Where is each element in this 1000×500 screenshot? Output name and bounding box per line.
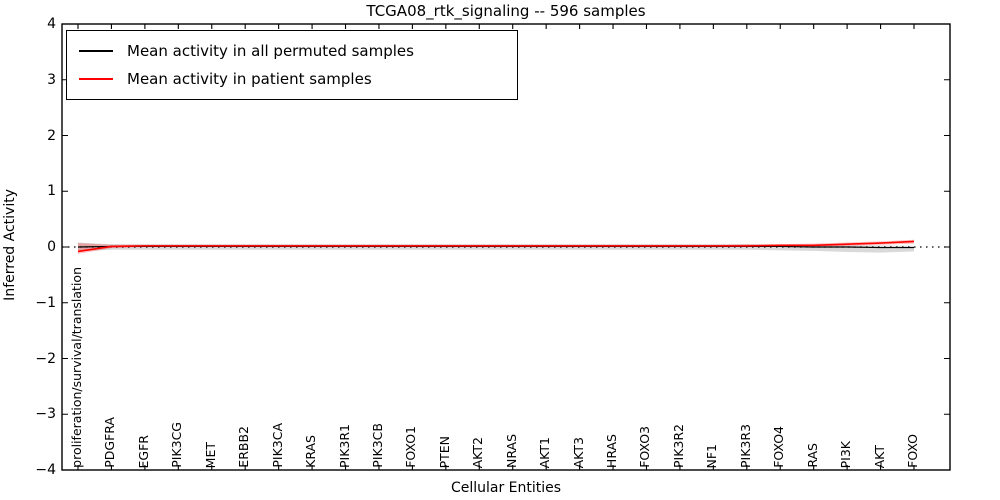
y-tick-label: 3: [47, 71, 56, 88]
x-tick-label: PTEN: [436, 435, 452, 468]
x-tick-label: PIK3R1: [336, 423, 352, 468]
x-tick-label: RAS: [804, 443, 820, 468]
y-tick-label: 2: [47, 127, 56, 144]
x-tick-label: PIK3CA: [269, 423, 285, 468]
confidence-band: [78, 242, 914, 253]
y-tick-label: 0: [47, 239, 56, 255]
y-tick-label: −4: [35, 462, 56, 478]
x-axis-label: Cellular Entities: [450, 480, 562, 496]
x-tick-label: FOXO1: [403, 426, 419, 468]
y-tick-label: 4: [47, 16, 56, 32]
legend: Mean activity in all permuted samples Me…: [66, 30, 518, 100]
chart-title: TCGA08_rtk_signaling -- 596 samples: [366, 2, 646, 20]
y-tick-label: −2: [35, 350, 56, 367]
x-tick-label: FOXO: [905, 434, 920, 468]
x-tick-label: FOXO4: [771, 426, 787, 468]
x-tick-label: NRAS: [503, 433, 519, 468]
x-tick-label: HRAS: [604, 433, 620, 468]
legend-item-permuted: Mean activity in all permuted samples: [79, 37, 517, 65]
mean-line: [77, 240, 915, 253]
y-tick-label: −3: [35, 406, 56, 423]
x-tick-label: EGFR: [135, 434, 151, 468]
y-tick-label: 1: [47, 183, 56, 200]
x-tick-label: ERBB2: [236, 426, 252, 468]
x-tick-label: AKT: [871, 444, 887, 468]
x-tick-label: KRAS: [303, 435, 319, 468]
legend-item-patient: Mean activity in patient samples: [79, 65, 517, 93]
x-tick-label: PDGFRA: [102, 417, 118, 468]
permuted-line-sample-icon: [79, 50, 113, 52]
x-tick-label: AKT1: [537, 436, 553, 468]
x-tick-label: PIK3R2: [670, 423, 686, 468]
y-tick-label: −1: [35, 294, 56, 311]
x-tick-label: FOXO3: [637, 426, 653, 468]
x-tick-label: AKT2: [470, 436, 486, 468]
axis-ticks: [62, 23, 950, 471]
x-tick-label: proliferation/survival/translation: [69, 267, 84, 468]
legend-label-patient: Mean activity in patient samples: [127, 70, 372, 88]
x-tick-label: MET: [202, 441, 218, 468]
x-tick-label: PIK3CB: [369, 423, 385, 468]
x-tick-label: PIK3R3: [737, 423, 753, 468]
x-tick-label: NF1: [704, 443, 720, 469]
x-tick-label: AKT3: [570, 436, 586, 468]
patient-line-sample-icon: [79, 78, 113, 80]
x-tick-label: PI3K: [838, 440, 854, 468]
x-tick-label: PIK3CG: [169, 422, 185, 468]
legend-label-permuted: Mean activity in all permuted samples: [127, 42, 414, 60]
